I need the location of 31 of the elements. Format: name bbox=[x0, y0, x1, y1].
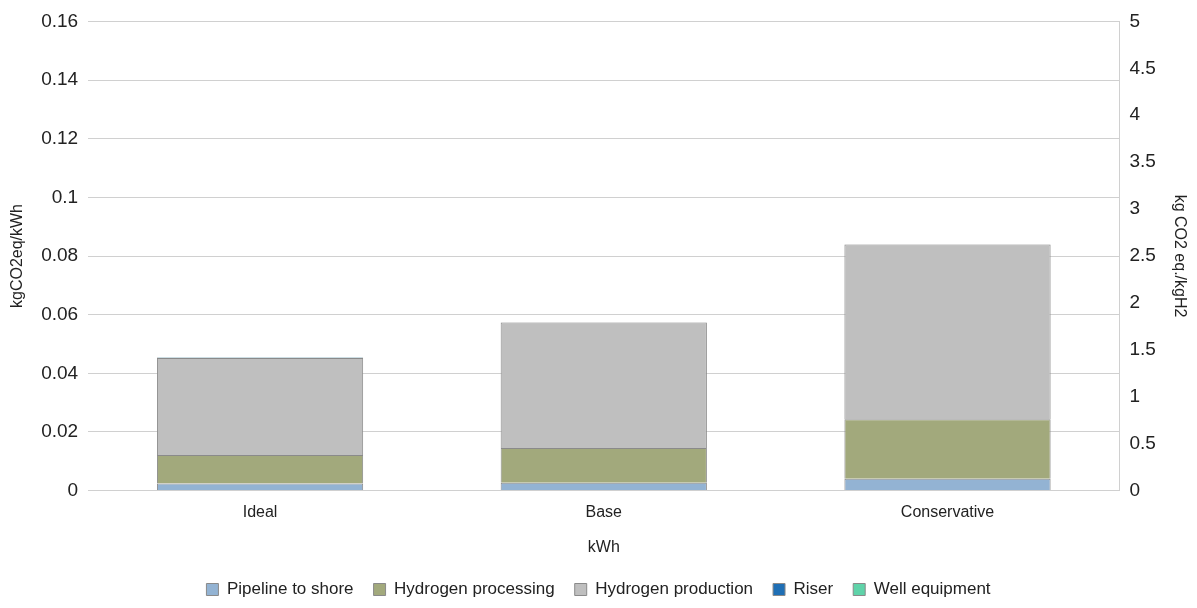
y2-tick-label: 1 bbox=[1129, 384, 1140, 406]
x-tick-label: Conservative bbox=[900, 502, 995, 520]
x-tick-label: Ideal bbox=[242, 502, 278, 520]
y2-tick-label: 3.5 bbox=[1129, 150, 1156, 172]
y2-tick-label: 4 bbox=[1129, 103, 1141, 125]
y2-axis-title: kg CO2 eq./kgH2 bbox=[1171, 194, 1189, 318]
y-tick-label: 0.14 bbox=[41, 68, 79, 90]
y-tick-label: 0.06 bbox=[41, 302, 79, 324]
y-tick-label: 0.08 bbox=[41, 244, 79, 266]
legend-label: Hydrogen processing bbox=[394, 579, 555, 599]
legend-label: Pipeline to shore bbox=[226, 579, 354, 599]
legend-label: Hydrogen production bbox=[595, 579, 754, 599]
y2-tick-label: 0 bbox=[1129, 478, 1140, 500]
y2-tick-label: 5 bbox=[1129, 9, 1140, 31]
y-axis-title: kgCO2eq/kWh bbox=[8, 203, 26, 309]
y-tick-label: 0.16 bbox=[41, 9, 79, 31]
y2-tick-label: 2.5 bbox=[1129, 244, 1156, 266]
y2-tick-label: 3 bbox=[1129, 197, 1140, 219]
y-tick-label: 0.12 bbox=[41, 126, 79, 148]
y2-tick-label: 0.5 bbox=[1129, 431, 1156, 453]
y-tick-label: 0.1 bbox=[51, 185, 79, 207]
legend-label: Well equipment bbox=[873, 579, 991, 599]
y-tick-label: 0.04 bbox=[41, 361, 79, 383]
y2-tick-label: 2 bbox=[1129, 291, 1140, 313]
x-axis-title: kWh bbox=[587, 537, 620, 555]
y-tick-label: 0 bbox=[67, 478, 79, 500]
x-tick-label: Base bbox=[585, 502, 623, 520]
legend-label: Riser bbox=[793, 579, 834, 599]
y-tick-label: 0.02 bbox=[41, 420, 79, 442]
y2-tick-label: 4.5 bbox=[1129, 56, 1156, 78]
y2-tick-label: 1.5 bbox=[1129, 338, 1156, 360]
